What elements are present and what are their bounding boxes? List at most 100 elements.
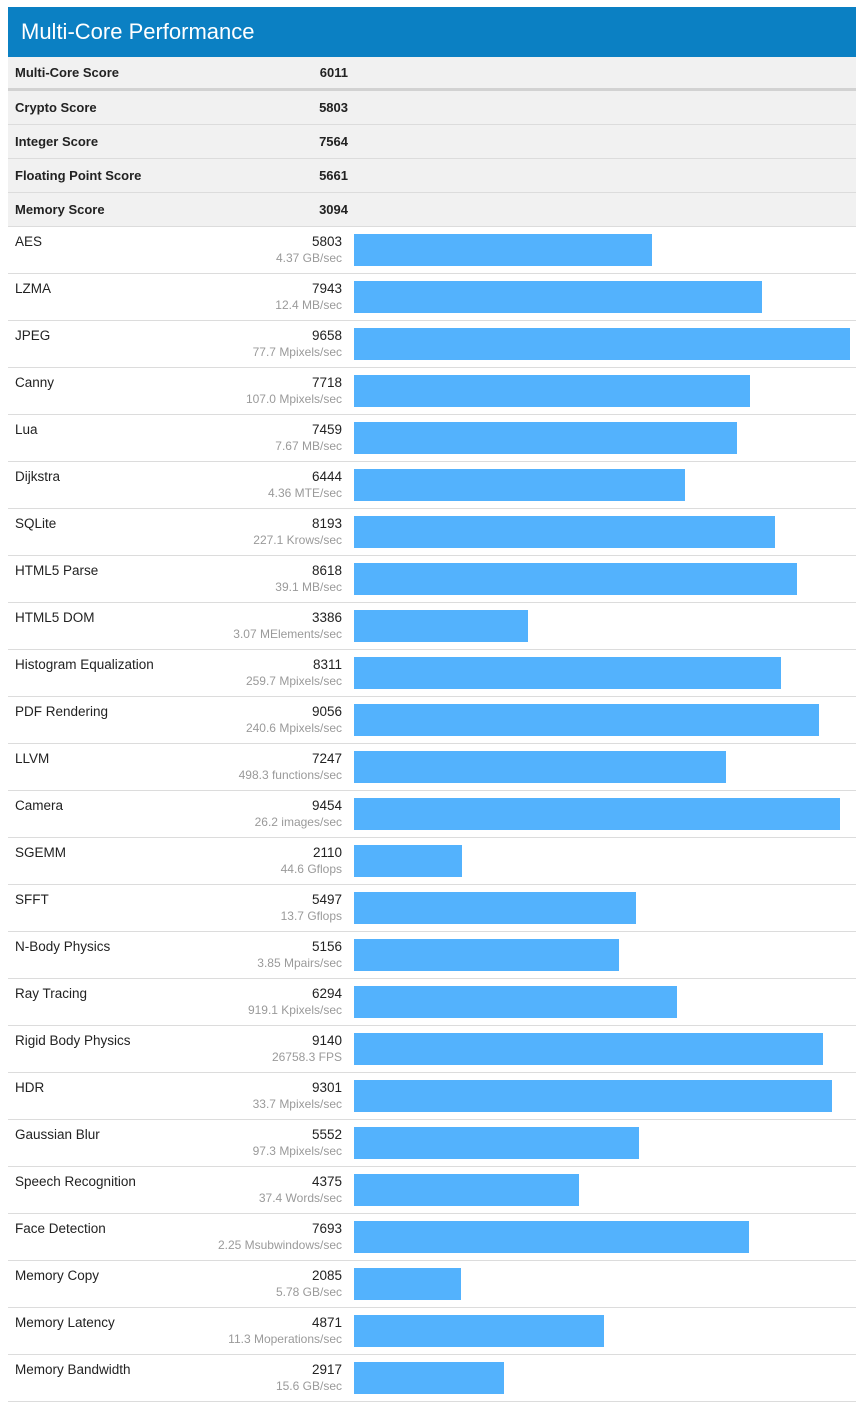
benchmark-name: SFFT xyxy=(15,892,49,907)
benchmark-bar xyxy=(354,516,775,548)
benchmark-row: Memory Latency 4871 11.3 Moperations/sec xyxy=(8,1308,856,1355)
summary-label: Integer Score xyxy=(15,134,99,149)
benchmark-name: PDF Rendering xyxy=(15,704,109,719)
benchmark-rate: 498.3 functions/sec xyxy=(238,768,342,782)
summary-row: Crypto Score 5803 xyxy=(8,91,856,125)
benchmark-bar xyxy=(354,704,819,736)
summary-score: 6011 xyxy=(319,65,348,80)
benchmark-rate: 259.7 Mpixels/sec xyxy=(245,674,342,688)
benchmark-bar xyxy=(354,1174,579,1206)
benchmark-score: 9454 xyxy=(311,798,342,813)
benchmark-bar xyxy=(354,986,677,1018)
multi-core-performance-panel: Multi-Core Performance Multi-Core Score … xyxy=(8,7,856,1402)
bar-track xyxy=(354,1026,850,1073)
bar-track xyxy=(354,744,850,791)
benchmark-score: 7459 xyxy=(311,422,342,437)
bar-track xyxy=(354,650,850,697)
benchmark-label-cell: Memory Copy 2085 5.78 GB/sec xyxy=(8,1261,348,1307)
benchmark-bar xyxy=(354,845,462,877)
benchmark-score: 2110 xyxy=(312,845,342,860)
benchmark-rate: 227.1 Krows/sec xyxy=(253,533,342,547)
benchmark-score: 5803 xyxy=(311,234,342,249)
benchmark-label-cell: Speech Recognition 4375 37.4 Words/sec xyxy=(8,1167,348,1213)
summary-row: Integer Score 7564 xyxy=(8,125,856,159)
benchmark-name: N-Body Physics xyxy=(15,939,111,954)
benchmark-bar-chart: AES 5803 4.37 GB/sec LZMA 7943 12.4 MB/sec JPE… xyxy=(8,227,856,1402)
benchmark-bar xyxy=(354,1221,749,1253)
benchmark-rate: 4.37 GB/sec xyxy=(275,251,342,265)
benchmark-bar xyxy=(354,1127,639,1159)
benchmark-label-cell: Camera 9454 26.2 images/sec xyxy=(8,791,348,837)
benchmark-label-cell: AES 5803 4.37 GB/sec xyxy=(8,227,348,273)
benchmark-label-cell: Memory Bandwidth 2917 15.6 GB/sec xyxy=(8,1355,348,1401)
benchmark-score: 8193 xyxy=(311,516,342,531)
benchmark-score: 6444 xyxy=(311,469,342,484)
summary-label: Crypto Score xyxy=(15,100,97,115)
benchmark-bar xyxy=(354,375,750,407)
benchmark-bar xyxy=(354,234,652,266)
benchmark-name: Speech Recognition xyxy=(15,1174,136,1189)
bar-track xyxy=(354,1073,850,1120)
benchmark-label-cell: Memory Latency 4871 11.3 Moperations/sec xyxy=(8,1308,348,1354)
benchmark-row: Dijkstra 6444 4.36 MTE/sec xyxy=(8,462,856,509)
benchmark-label-cell: HDR 9301 33.7 Mpixels/sec xyxy=(8,1073,348,1119)
benchmark-name: Histogram Equalization xyxy=(15,657,154,672)
bar-track xyxy=(354,462,850,509)
benchmark-name: Memory Copy xyxy=(15,1268,100,1283)
benchmark-rate: 2.25 Msubwindows/sec xyxy=(217,1238,342,1252)
summary-label: Multi-Core Score xyxy=(15,65,120,80)
bar-track xyxy=(354,509,850,556)
summary-score: 5661 xyxy=(319,168,348,183)
benchmark-row: LZMA 7943 12.4 MB/sec xyxy=(8,274,856,321)
benchmark-row: HDR 9301 33.7 Mpixels/sec xyxy=(8,1073,856,1120)
benchmark-row: LLVM 7247 498.3 functions/sec xyxy=(8,744,856,791)
benchmark-bar xyxy=(354,469,685,501)
benchmark-label-cell: Canny 7718 107.0 Mpixels/sec xyxy=(8,368,348,414)
benchmark-row: Memory Bandwidth 2917 15.6 GB/sec xyxy=(8,1355,856,1402)
benchmark-name: JPEG xyxy=(15,328,51,343)
summary-row: Multi-Core Score 6011 xyxy=(8,57,856,91)
benchmark-bar xyxy=(354,1268,461,1300)
benchmark-rate: 26.2 images/sec xyxy=(254,815,342,829)
benchmark-bar xyxy=(354,798,840,830)
benchmark-label-cell: SFFT 5497 13.7 Gflops xyxy=(8,885,348,931)
benchmark-label-cell: Gaussian Blur 5552 97.3 Mpixels/sec xyxy=(8,1120,348,1166)
bar-track xyxy=(354,1308,850,1355)
benchmark-rate: 3.85 Mpairs/sec xyxy=(257,956,342,970)
benchmark-score: 7943 xyxy=(311,281,342,296)
benchmark-score: 5156 xyxy=(311,939,342,954)
bar-track xyxy=(354,979,850,1026)
benchmark-bar xyxy=(354,610,528,642)
benchmark-bar xyxy=(354,892,636,924)
benchmark-rate: 26758.3 FPS xyxy=(271,1050,342,1064)
benchmark-bar xyxy=(354,657,781,689)
benchmark-name: Camera xyxy=(15,798,64,813)
benchmark-score: 9056 xyxy=(311,704,342,719)
benchmark-row: N-Body Physics 5156 3.85 Mpairs/sec xyxy=(8,932,856,979)
benchmark-row: SGEMM 2110 44.6 Gflops xyxy=(8,838,856,885)
benchmark-name: Face Detection xyxy=(15,1221,106,1236)
benchmark-row: Gaussian Blur 5552 97.3 Mpixels/sec xyxy=(8,1120,856,1167)
benchmark-row: PDF Rendering 9056 240.6 Mpixels/sec xyxy=(8,697,856,744)
panel-title: Multi-Core Performance xyxy=(8,7,856,57)
benchmark-bar xyxy=(354,751,726,783)
benchmark-label-cell: HTML5 DOM 3386 3.07 MElements/sec xyxy=(8,603,348,649)
benchmark-label-cell: Ray Tracing 6294 919.1 Kpixels/sec xyxy=(8,979,348,1025)
benchmark-row: Histogram Equalization 8311 259.7 Mpixels/… xyxy=(8,650,856,697)
benchmark-name: HDR xyxy=(15,1080,45,1095)
benchmark-bar xyxy=(354,422,737,454)
benchmark-score: 2085 xyxy=(311,1268,342,1283)
benchmark-row: SFFT 5497 13.7 Gflops xyxy=(8,885,856,932)
benchmark-name: Memory Latency xyxy=(15,1315,115,1330)
benchmark-score: 9140 xyxy=(311,1033,342,1048)
benchmark-row: Rigid Body Physics 9140 26758.3 FPS xyxy=(8,1026,856,1073)
benchmark-row: Camera 9454 26.2 images/sec xyxy=(8,791,856,838)
benchmark-name: HTML5 DOM xyxy=(15,610,95,625)
benchmark-rate: 3.07 MElements/sec xyxy=(233,627,342,641)
benchmark-score: 9301 xyxy=(311,1080,342,1095)
bar-track xyxy=(354,415,850,462)
benchmark-label-cell: Histogram Equalization 8311 259.7 Mpixels/… xyxy=(8,650,348,696)
benchmark-row: Canny 7718 107.0 Mpixels/sec xyxy=(8,368,856,415)
benchmark-bar xyxy=(354,1080,832,1112)
summary-label: Floating Point Score xyxy=(15,168,142,183)
